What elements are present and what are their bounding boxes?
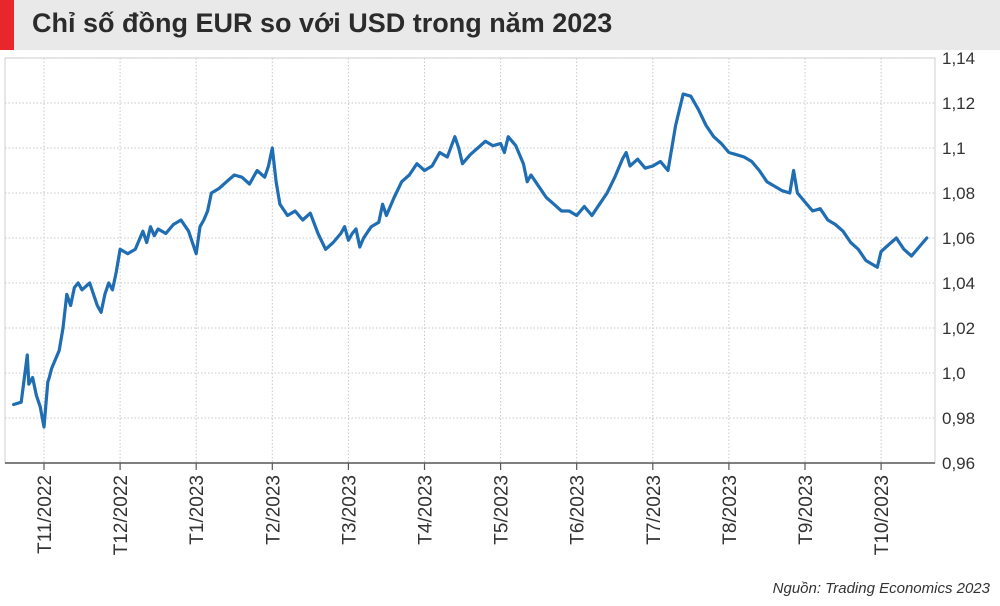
x-tick-label: T6/2023	[568, 475, 589, 545]
series-layer	[12, 92, 929, 429]
x-tick-label: T2/2023	[263, 475, 284, 545]
axes: 1,14 1,12 1,1 1,08 1,06 1,04 1,02 1,0 0,98 0,96 T1…	[5, 49, 975, 555]
y-tick-label: 1,02	[942, 319, 975, 338]
source-note: Nguồn: Trading Economics 2023	[772, 580, 990, 597]
grid-lines	[5, 57, 935, 463]
y-tick-label: 1,0	[942, 364, 966, 383]
title-bar	[0, 0, 1000, 50]
x-tick-label: T11/2022	[35, 475, 56, 554]
title-accent-bar	[0, 0, 14, 50]
chart-title: Chỉ số đồng EUR so với USD trong năm 202…	[32, 8, 613, 38]
x-tick-label: T7/2023	[644, 475, 665, 545]
eur-usd-series-line	[12, 92, 929, 429]
y-tick-label: 1,04	[942, 274, 975, 293]
x-tick-label: T12/2022	[111, 475, 132, 555]
y-tick-label: 1,06	[942, 229, 975, 248]
x-tick-label: T10/2023	[872, 475, 893, 555]
x-tick-label: T9/2023	[796, 475, 817, 545]
y-tick-label: 0,98	[942, 409, 975, 428]
y-tick-label: 1,08	[942, 184, 975, 203]
x-tick-label: T3/2023	[339, 475, 360, 545]
y-tick-label: 1,14	[942, 49, 975, 68]
x-tick-label: T8/2023	[720, 475, 741, 545]
y-tick-label: 0,96	[942, 454, 975, 473]
x-tick-label: T4/2023	[416, 475, 437, 545]
x-tick-label: T5/2023	[492, 475, 513, 545]
y-tick-label: 1,1	[942, 139, 966, 158]
x-tick-label: T1/2023	[187, 475, 208, 545]
plot-area	[4, 57, 936, 464]
y-tick-label: 1,12	[942, 94, 975, 113]
